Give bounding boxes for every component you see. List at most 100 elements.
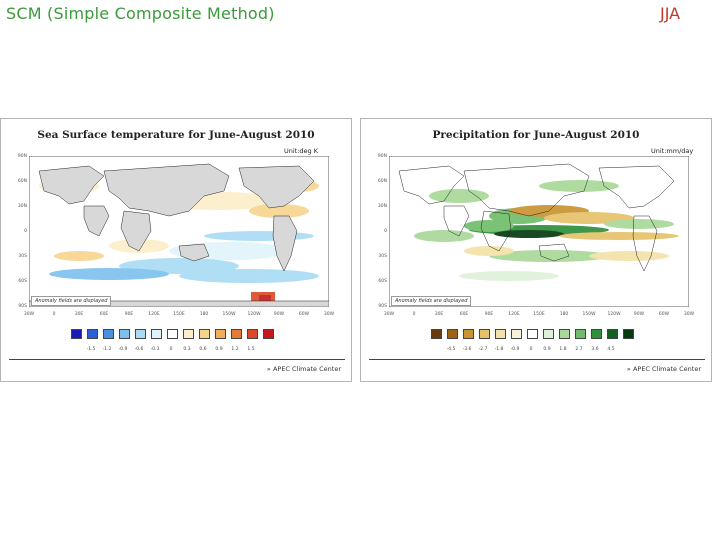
lon-label: 120E [148,312,160,317]
colorbar-label: 1.5 [247,347,255,352]
lon-label: 60E [99,312,109,317]
lat-label: 30S [18,254,27,259]
colorbar-swatch [575,329,586,339]
colorbar-swatch [167,329,178,339]
lon-label: 150W [582,312,596,317]
lon-label: 90W [273,312,285,317]
lat-label: 60S [378,279,387,284]
lat-label: 60N [17,179,27,184]
lat-label: 60N [377,179,387,184]
lon-label: 0 [52,312,56,317]
lon-label: 90E [484,312,494,317]
lon-label: 60W [298,312,310,317]
lon-label: 120E [508,312,520,317]
colorbar-swatch [591,329,602,339]
lat-label: 90N [17,154,27,159]
colorbar-swatch [495,329,506,339]
lon-label: 30W [683,312,695,317]
colorbar-label: 0 [169,347,173,352]
colorbar-label: -0.3 [150,347,160,352]
colorbar-label: 0.3 [183,347,191,352]
lon-label: 30E [74,312,84,317]
lon-label: 150E [173,312,185,317]
colorbar-swatch [103,329,114,339]
lon-label: 150W [222,312,236,317]
colorbar-label: 0 [529,347,533,352]
slide-title: SCM (Simple Composite Method) [6,4,275,23]
colorbar-label: -4.5 [446,347,456,352]
lon-label: 30E [434,312,444,317]
lon-axis: 30W 0 30E 60E 90E 120E 150E 180 150W 120… [383,312,699,320]
sst-unit-label: Unit:deg K [284,147,319,155]
colorbar-label: -1.8 [494,347,504,352]
colorbar-label: -2.7 [478,347,488,352]
anomaly-note: Anomaly fields are displayed [391,296,472,306]
lat-label: 30N [17,204,27,209]
colorbar-label: 2.7 [575,347,583,352]
lon-label: 30W [23,312,35,317]
colorbar-swatch [87,329,98,339]
colorbar-swatch [231,329,242,339]
colorbar-label: -3.6 [462,347,472,352]
colorbar-swatch [263,329,274,339]
footer-credit-text: APEC Climate Center [272,365,341,373]
colorbar-label: -0.6 [134,347,144,352]
lon-label: 60E [459,312,469,317]
colorbar-label: 0.9 [215,347,223,352]
colorbar-swatch [511,329,522,339]
lon-label: 60W [658,312,670,317]
sst-map-title: Sea Surface temperature for June-August … [37,129,315,141]
footer-credit: » APEC Climate Center [266,365,341,373]
colorbar-label: 1.8 [559,347,567,352]
colorbar-swatch [247,329,258,339]
lon-label: 120W [607,312,621,317]
colorbar-swatch [199,329,210,339]
season-tag: JJA [660,4,681,23]
precip-anomaly-map [389,156,689,307]
anomaly-note: Anomaly fields are displayed [31,296,112,306]
colorbar-label: 4.5 [607,347,615,352]
lat-label: 90S [378,304,387,309]
colorbar-swatch [463,329,474,339]
colorbar-swatch [151,329,162,339]
lat-label: 30S [378,254,387,259]
colorbar-swatch [623,329,634,339]
lon-axis: 30W 0 30E 60E 90E 120E 150E 180 150W 120… [23,312,339,320]
lat-label: 90N [377,154,387,159]
lon-label: 180 [199,312,209,317]
footer-divider [9,359,345,360]
lat-label: 30N [377,204,387,209]
lon-label: 150E [533,312,545,317]
colorbar-swatch [479,329,490,339]
colorbar-swatch [607,329,618,339]
sst-colorbar: -1.5 -1.2 -0.9 -0.6 -0.3 0 0.3 0.6 0.9 1.2 1.5 [71,329,291,352]
precip-colorbar: -4.5 -3.6 -2.7 -1.8 -0.9 0 0.9 1.8 2.7 3.6 4.5 [431,329,651,352]
colorbar-swatch [71,329,82,339]
colorbar-swatch [447,329,458,339]
colorbar-label: -1.5 [86,347,96,352]
colorbar-label: -0.9 [510,347,520,352]
lat-label: 60S [18,279,27,284]
colorbar-label: -1.2 [102,347,112,352]
colorbar-swatch [543,329,554,339]
colorbar-swatch [431,329,442,339]
footer-credit-text: APEC Climate Center [632,365,701,373]
colorbar-swatch [527,329,538,339]
lat-label: 0 [24,229,27,234]
footer-divider [369,359,705,360]
colorbar-swatch [559,329,570,339]
lon-label: 30W [323,312,335,317]
sst-map-panel: Sea Surface temperature for June-August … [0,118,352,382]
colorbar-swatch [135,329,146,339]
precip-map-panel: Precipitation for June-August 2010 Unit:… [360,118,712,382]
sst-anomaly-map [29,156,329,307]
colorbar-label: 0.9 [543,347,551,352]
colorbar-label: -0.9 [118,347,128,352]
colorbar-swatch [183,329,194,339]
precip-map-title: Precipitation for June-August 2010 [432,129,640,141]
precip-unit-label: Unit:mm/day [651,147,694,155]
lat-label: 90S [18,304,27,309]
footer-credit: » APEC Climate Center [626,365,701,373]
colorbar-label: 3.6 [591,347,599,352]
lon-label: 120W [247,312,261,317]
